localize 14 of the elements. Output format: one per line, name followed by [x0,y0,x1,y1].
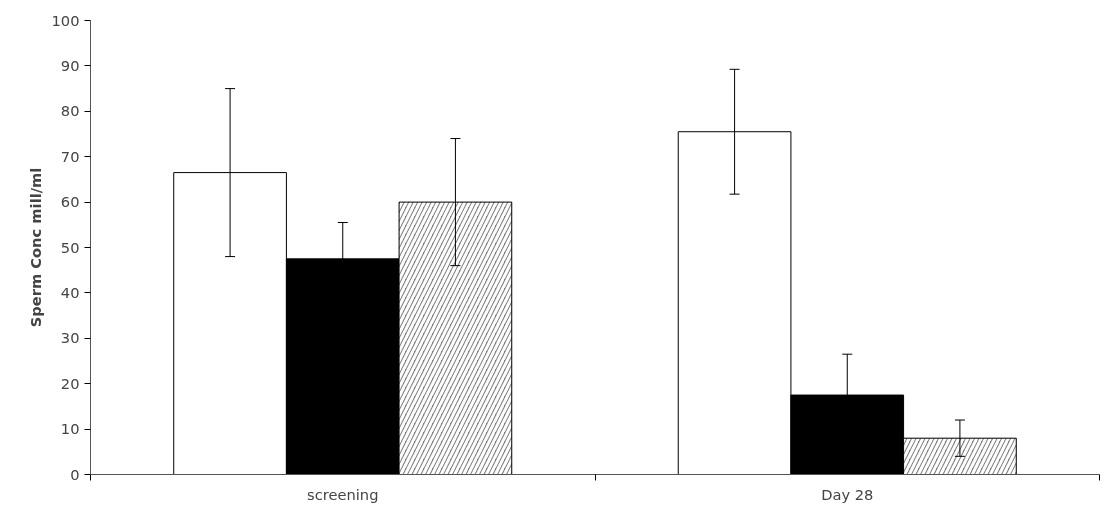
y-tick-label: 80 [60,102,80,120]
x-tick-label: Day 28 [821,485,874,503]
y-tick-label: 90 [60,56,80,74]
y-tick-label: 20 [60,374,80,392]
y-tick-label: 0 [70,465,80,483]
y-tick-label: 10 [60,420,80,438]
y-tick-label: 40 [60,283,80,301]
y-tick-label: 30 [60,329,80,347]
y-tick-label: 70 [60,147,80,165]
y-axis-title: Sperm Conc mill/ml [26,167,44,328]
y-tick-label: 60 [60,193,80,211]
y-tick-label: 50 [60,238,80,256]
x-tick-label: screening [307,485,379,503]
y-tick-label: 100 [51,11,80,29]
